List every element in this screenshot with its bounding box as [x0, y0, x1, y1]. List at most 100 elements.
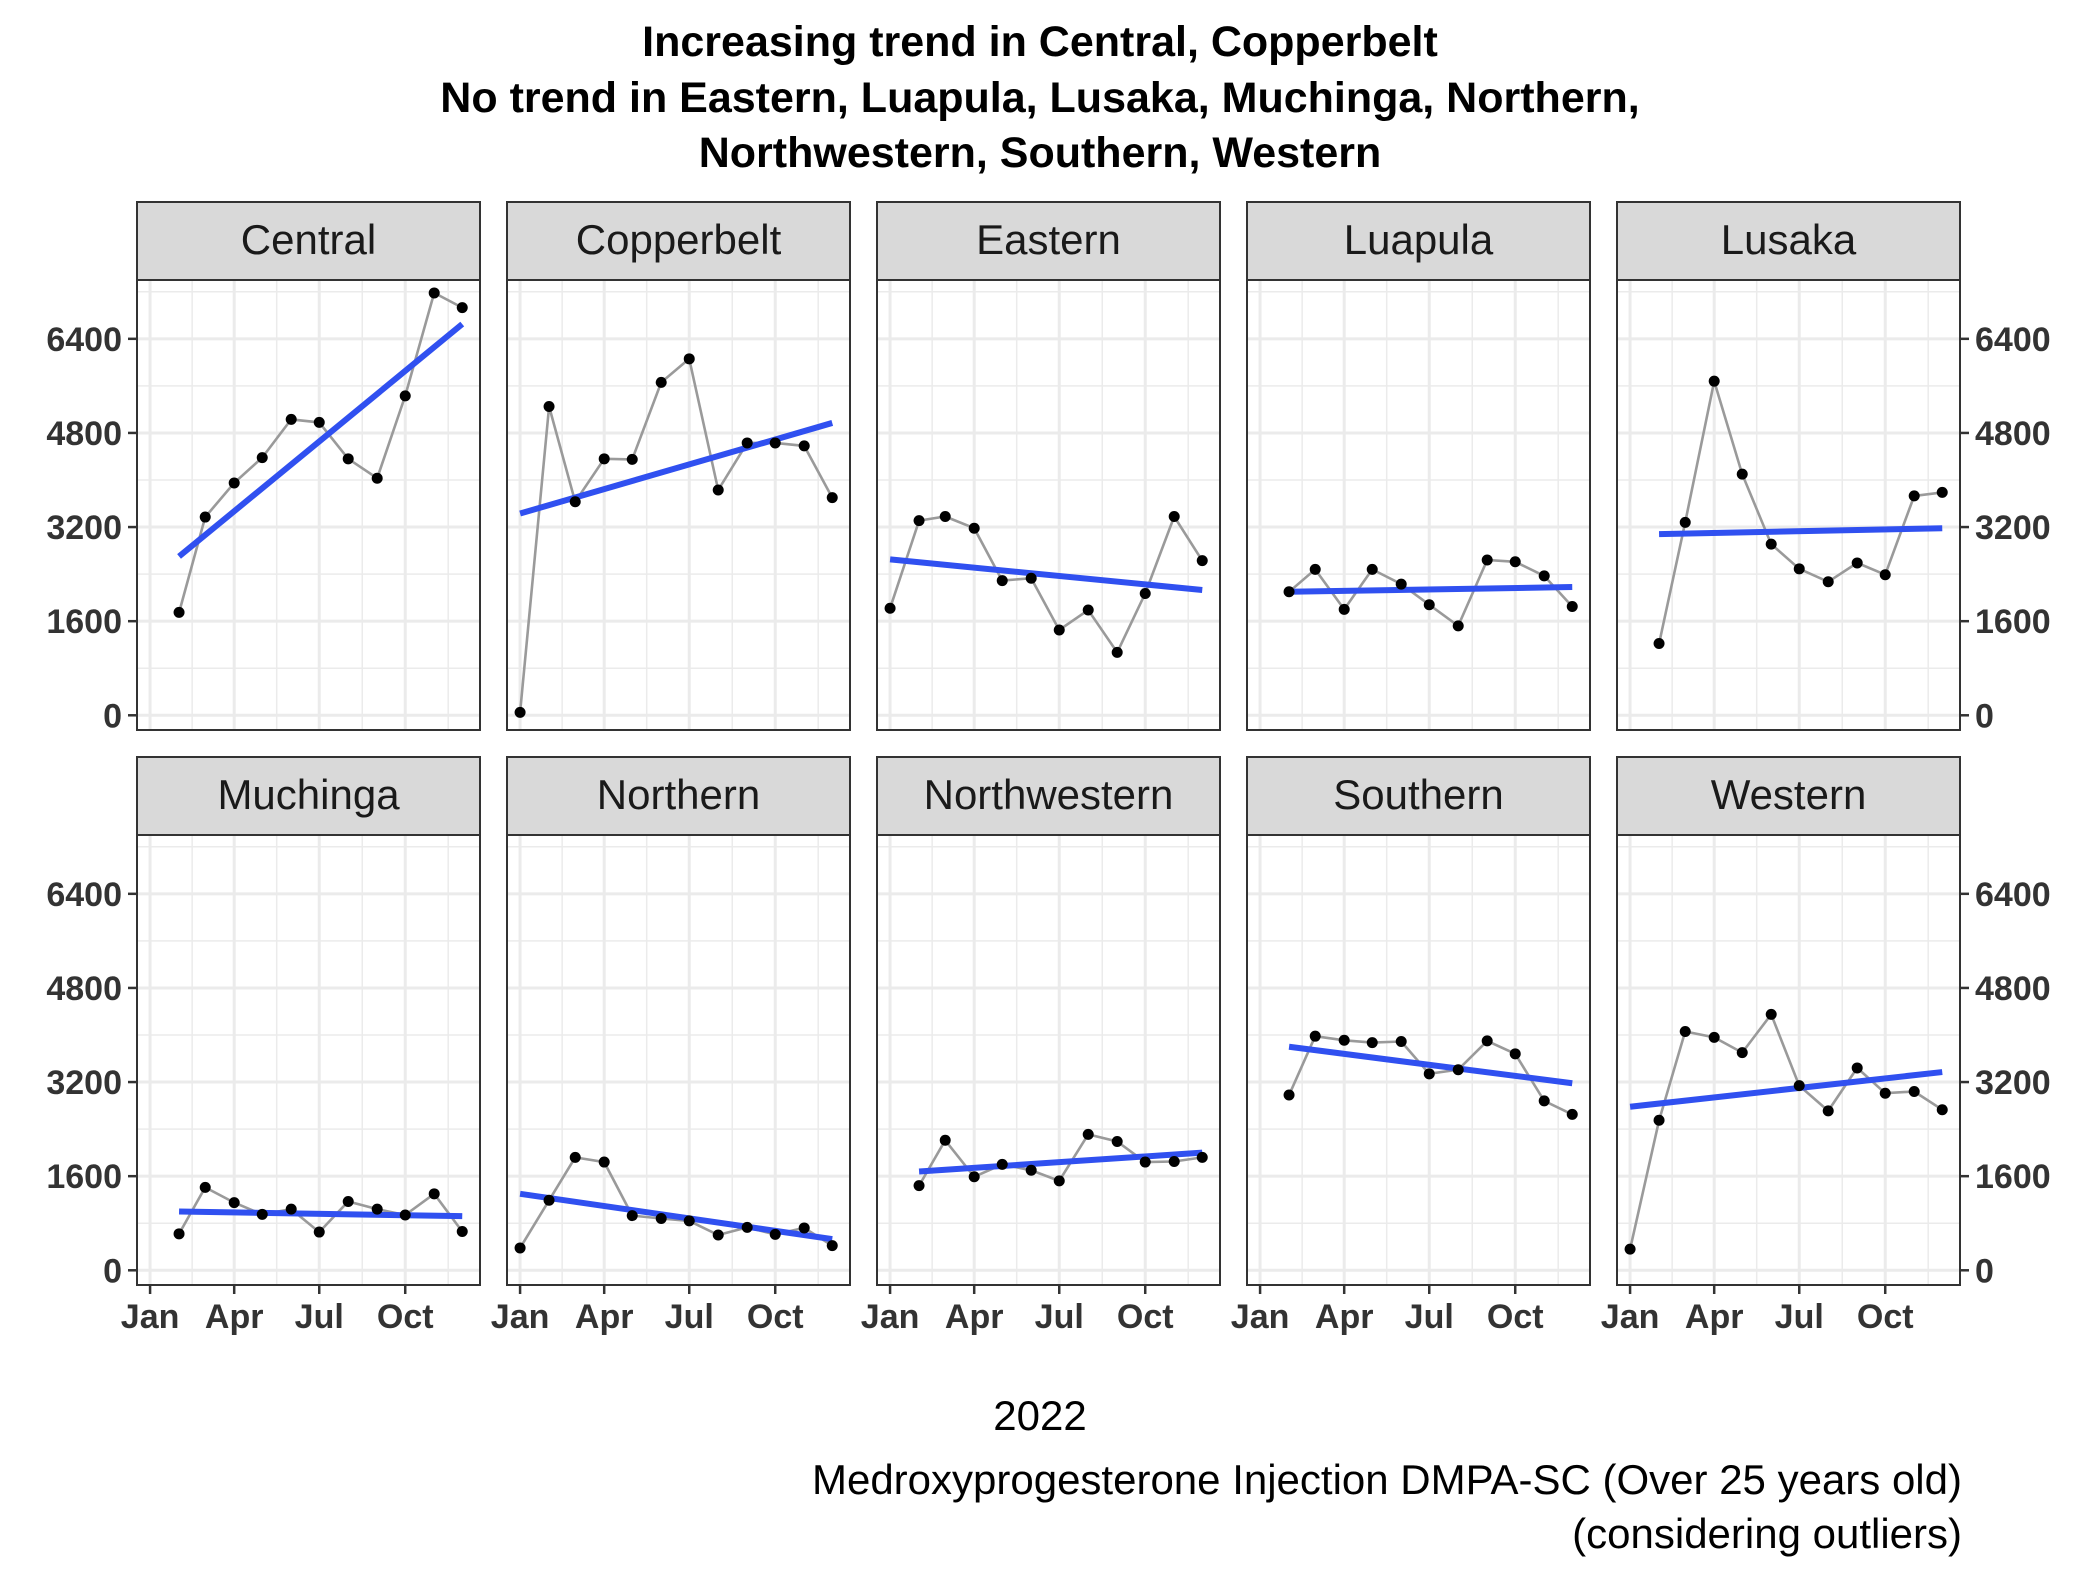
data-point: [1736, 468, 1748, 480]
strip-muchinga: [136, 756, 481, 836]
data-point: [1366, 563, 1378, 575]
y-tick-label: 6400: [46, 876, 122, 914]
strip-copperbelt: [506, 201, 851, 281]
y-tick-label: 0: [103, 697, 122, 735]
y-tick-label: 3200: [46, 1064, 122, 1102]
panel-eastern: Eastern: [876, 201, 1221, 731]
x-tick-label: Jul: [1775, 1298, 1824, 1336]
data-point: [1908, 1085, 1920, 1097]
data-point: [1309, 563, 1321, 575]
data-point: [1538, 570, 1550, 582]
data-point: [1765, 1008, 1777, 1020]
data-point: [1111, 646, 1123, 658]
data-point: [371, 472, 383, 484]
title-line-3: Northwestern, Southern, Western: [699, 129, 1382, 177]
strip-central: [136, 201, 481, 281]
strip-eastern: [876, 201, 1221, 281]
panel-background: [1617, 280, 1960, 730]
x-tick-label: Jan: [1601, 1298, 1660, 1336]
panel-southern: Southern: [1246, 756, 1591, 1286]
data-point: [1509, 556, 1521, 568]
y-tick-label: 6400: [1975, 876, 2051, 914]
data-point: [1653, 638, 1665, 650]
data-point: [1338, 1034, 1350, 1046]
data-point: [342, 1195, 354, 1207]
strip-northwestern: [876, 756, 1221, 836]
data-point: [741, 437, 753, 449]
data-point: [1653, 1114, 1665, 1126]
data-point: [1822, 1105, 1834, 1117]
data-point: [1679, 1025, 1691, 1037]
trend-line: [1658, 525, 1943, 538]
x-tick-label: Jan: [491, 1298, 550, 1336]
strip-western: [1616, 756, 1961, 836]
data-point: [655, 376, 667, 388]
data-point: [342, 453, 354, 465]
data-point: [1509, 1048, 1521, 1060]
x-tick-label: Oct: [1857, 1298, 1914, 1336]
caption-line-2: (considering outliers): [1572, 1510, 1962, 1557]
data-point: [1139, 588, 1151, 600]
data-point: [741, 1221, 753, 1233]
y-tick-label: 6400: [46, 321, 122, 359]
strip-northern: [506, 756, 851, 836]
data-point: [569, 1151, 581, 1163]
data-point: [569, 496, 581, 508]
y-axis-right: 0 1600 3200 4800 6400 0 1600 3200 4800 6400: [1960, 321, 2051, 1290]
panel-central: Central: [136, 201, 481, 731]
data-point: [884, 602, 896, 614]
data-point: [1936, 1104, 1948, 1116]
y-tick-label: 1600: [46, 1158, 122, 1196]
trend-line: [918, 1149, 1203, 1175]
x-tick-label: Oct: [1487, 1298, 1544, 1336]
data-point: [1879, 569, 1891, 581]
x-tick-label: Apr: [945, 1298, 1004, 1336]
facet-panels: Central Copperbelt Eastern Luapula Lusaka Muc…: [136, 201, 1961, 1286]
data-point: [1936, 486, 1948, 498]
y-tick-label: 3200: [46, 509, 122, 547]
panel-background: [507, 835, 850, 1285]
data-point: [228, 477, 240, 489]
data-point: [655, 1213, 667, 1225]
y-tick-label: 4800: [1975, 415, 2051, 453]
data-point: [1168, 1155, 1180, 1167]
y-tick-label: 4800: [46, 970, 122, 1008]
y-tick-label: 3200: [1975, 509, 2051, 547]
data-point: [683, 1215, 695, 1227]
data-point: [228, 1197, 240, 1209]
panel-northwestern: Northwestern: [876, 756, 1221, 1286]
data-point: [256, 452, 268, 464]
data-point: [1082, 604, 1094, 616]
data-point: [1879, 1087, 1891, 1099]
panel-background: [137, 280, 480, 730]
y-tick-label: 0: [1975, 1252, 1994, 1290]
x-tick-label: Oct: [1117, 1298, 1174, 1336]
data-point: [313, 1226, 325, 1238]
data-point: [1566, 600, 1578, 612]
x-tick-label: Oct: [747, 1298, 804, 1336]
trend-line: [1289, 584, 1573, 595]
data-point: [1053, 624, 1065, 636]
data-point: [939, 510, 951, 522]
x-tick-label: Jan: [861, 1298, 920, 1336]
data-point: [456, 1225, 468, 1237]
data-point: [173, 1228, 185, 1240]
data-point: [1452, 1064, 1464, 1076]
chart-title: Increasing trend in Central, Copperbelt …: [440, 18, 1639, 177]
data-point: [1481, 554, 1493, 566]
data-point: [683, 353, 695, 365]
strip-lusaka: [1616, 201, 1961, 281]
data-point: [598, 453, 610, 465]
data-point: [1679, 516, 1691, 528]
data-point: [1793, 563, 1805, 575]
data-point: [399, 390, 411, 402]
data-point: [1283, 586, 1295, 598]
data-point: [598, 1156, 610, 1168]
data-point: [1082, 1128, 1094, 1140]
y-tick-label: 4800: [46, 415, 122, 453]
data-point: [1793, 1080, 1805, 1092]
strip-label: Eastern: [976, 216, 1121, 263]
data-point: [968, 522, 980, 534]
data-point: [1025, 572, 1037, 584]
